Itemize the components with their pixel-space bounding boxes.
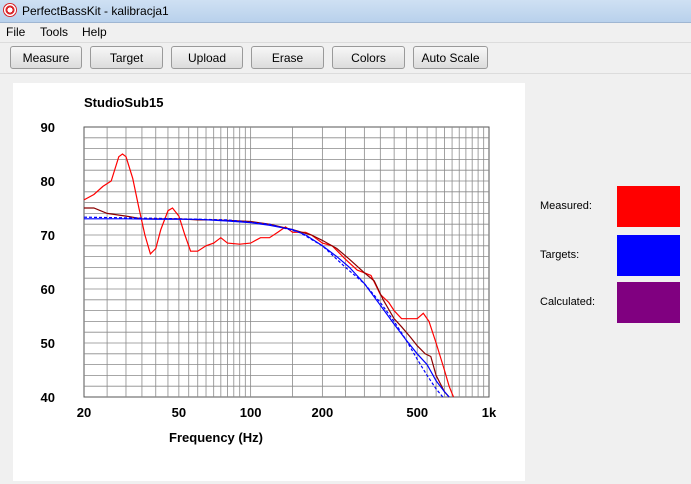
y-tick-label: 40	[41, 390, 55, 405]
legend-calculated-label: Calculated:	[540, 296, 596, 308]
chart-title: StudioSub15	[84, 95, 163, 110]
menu-tools[interactable]: Tools	[40, 25, 69, 39]
toolbar: Measure Target Upload Erase Colors Auto …	[0, 42, 691, 74]
series-line-3	[84, 218, 450, 398]
upload-button[interactable]: Upload	[171, 46, 243, 69]
y-tick-label: 70	[41, 228, 55, 243]
colors-button[interactable]: Colors	[332, 46, 405, 69]
app-icon	[3, 3, 17, 17]
x-tick-label: 500	[406, 405, 428, 420]
chart-grid	[83, 126, 490, 398]
calculated-color-swatch[interactable]	[617, 282, 680, 323]
chart-panel: 20 50 100 200 500 1k 90 80 70 60 50 40 StudioSub15…	[13, 83, 525, 481]
erase-button[interactable]: Erase	[251, 46, 324, 69]
target-button[interactable]: Target	[90, 46, 163, 69]
x-tick-label: 20	[77, 405, 91, 420]
y-tick-label: 80	[41, 174, 55, 189]
x-tick-label: 1k	[482, 405, 497, 420]
title-bar: PerfectBassKit - kalibracja1	[0, 0, 691, 23]
y-tick-label: 60	[41, 282, 55, 297]
x-axis-label: Frequency (Hz)	[169, 430, 263, 445]
measured-color-swatch[interactable]	[617, 186, 680, 227]
autoscale-button[interactable]: Auto Scale	[413, 46, 488, 69]
x-tick-label: 100	[240, 405, 262, 420]
y-tick-label: 90	[41, 120, 55, 135]
plot-area	[83, 126, 490, 398]
legend-targets-label: Targets:	[540, 249, 580, 261]
menu-file[interactable]: File	[6, 25, 26, 39]
window-title: PerfectBassKit - kalibracja1	[22, 4, 169, 18]
x-tick-label: 200	[312, 405, 334, 420]
y-tick-label: 50	[41, 336, 55, 351]
menu-bar: File Tools Help	[0, 23, 691, 41]
legend-measured-label: Measured:	[540, 200, 592, 212]
frequency-response-chart: 20 50 100 200 500 1k 90 80 70 60 50 40 StudioSub15…	[41, 95, 497, 445]
targets-color-swatch[interactable]	[617, 235, 680, 276]
x-tick-label: 50	[172, 405, 186, 420]
series-line-4	[83, 216, 444, 398]
menu-help[interactable]: Help	[82, 25, 107, 39]
series-line-1	[83, 153, 455, 398]
measure-button[interactable]: Measure	[10, 46, 82, 69]
